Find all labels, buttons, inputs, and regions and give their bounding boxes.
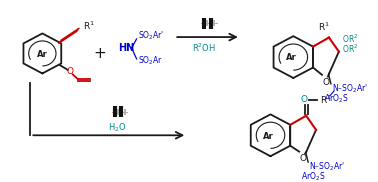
- Text: HN: HN: [118, 43, 134, 53]
- Text: O: O: [300, 154, 307, 163]
- Text: SO$_2$Ar: SO$_2$Ar: [138, 54, 163, 67]
- Text: ArO$_2$S: ArO$_2$S: [301, 170, 325, 182]
- Text: R$^1$: R$^1$: [83, 20, 94, 32]
- Text: SO$_2$Ar': SO$_2$Ar': [138, 30, 164, 42]
- Text: Ar: Ar: [263, 132, 274, 141]
- Text: O: O: [322, 78, 330, 87]
- Text: R$^1$: R$^1$: [318, 20, 330, 33]
- Text: +: +: [93, 46, 106, 61]
- Text: O: O: [301, 95, 308, 104]
- Text: H$_2$O: H$_2$O: [107, 122, 126, 134]
- Text: N–SO$_2$Ar': N–SO$_2$Ar': [332, 82, 368, 95]
- Text: N–SO$_2$Ar': N–SO$_2$Ar': [309, 160, 345, 173]
- Text: ArO$_2$S: ArO$_2$S: [324, 92, 349, 105]
- Text: O: O: [66, 67, 73, 76]
- Text: Ar: Ar: [37, 50, 48, 59]
- Text: Ar: Ar: [286, 54, 297, 62]
- Text: R$^2$OH: R$^2$OH: [192, 42, 216, 54]
- Text: OR$^2$: OR$^2$: [342, 33, 358, 45]
- Text: OR$^2$: OR$^2$: [342, 43, 358, 55]
- Text: R$^1$: R$^1$: [320, 94, 332, 106]
